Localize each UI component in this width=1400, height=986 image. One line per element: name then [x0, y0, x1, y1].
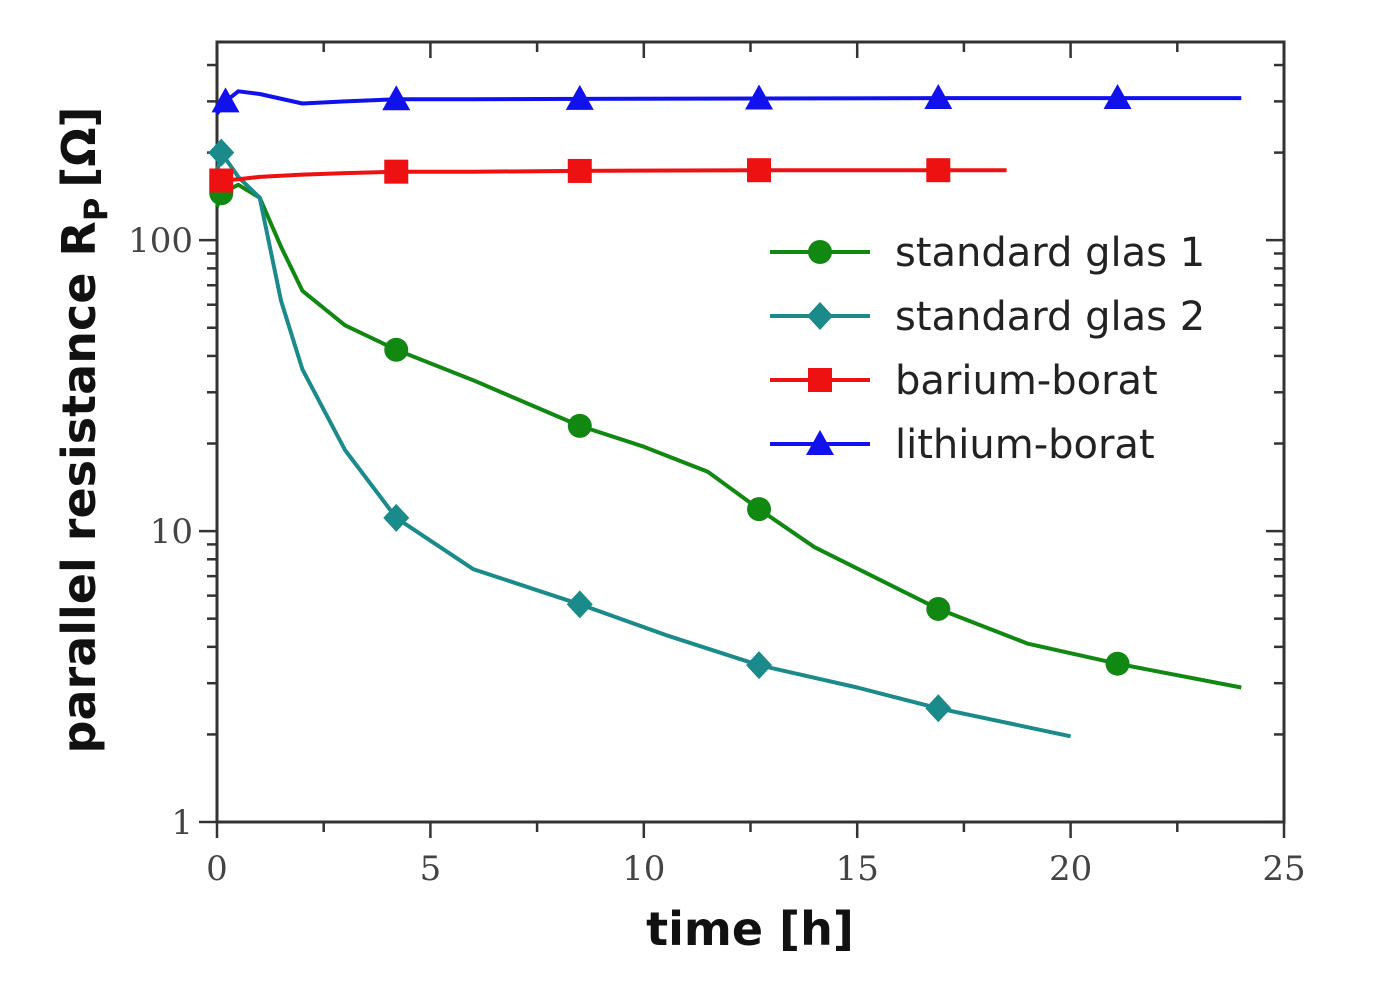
data-point [211, 87, 240, 113]
y-axis-label-main: parallel resistance R [52, 221, 106, 753]
legend-label: barium-borat [895, 358, 1158, 404]
legend-item: barium-borat [770, 358, 1158, 404]
data-point [1103, 84, 1132, 110]
x-tick-label: 0 [206, 849, 228, 889]
data-point [384, 337, 409, 362]
y-tick-label: 10 [150, 512, 193, 552]
data-point [384, 159, 409, 184]
y-tick-label: 1 [171, 803, 193, 843]
x-tick-label: 25 [1262, 849, 1305, 889]
legend-item: lithium-borat [770, 422, 1155, 468]
legend-label: standard glas 1 [895, 230, 1205, 276]
data-point [925, 694, 952, 723]
series-lithium-borat [211, 84, 1242, 115]
legend-marker [806, 430, 834, 455]
legend-item: standard glas 2 [770, 294, 1205, 340]
y-axis-label-subscript: P [77, 198, 115, 221]
data-point [567, 413, 592, 438]
data-point [208, 138, 235, 167]
legend-marker [807, 302, 833, 330]
data-point [926, 596, 951, 621]
data-point [924, 84, 953, 110]
data-point [1105, 651, 1130, 676]
x-axis-label: time [h] [646, 902, 854, 956]
data-point [747, 158, 772, 183]
series-line [215, 89, 1242, 115]
data-point [383, 503, 410, 532]
data-point [747, 497, 772, 522]
y-axis-label-unit: [Ω] [52, 107, 106, 188]
x-tick-label: 15 [836, 849, 879, 889]
x-tick-label: 5 [420, 849, 442, 889]
y-tick-label: 100 [128, 221, 193, 261]
data-point [565, 84, 594, 110]
data-point [926, 158, 951, 183]
data-point [382, 85, 411, 111]
series-barium-borat [209, 158, 1007, 193]
data-point [567, 158, 592, 183]
legend-marker [808, 240, 832, 264]
data-point [745, 84, 774, 110]
x-tick-label: 10 [622, 849, 665, 889]
series-line [216, 168, 1007, 183]
data-point [209, 168, 234, 193]
data-point [746, 651, 773, 680]
legend-marker [808, 368, 832, 392]
data-point [566, 590, 593, 619]
x-tick-label: 20 [1049, 849, 1092, 889]
series-standard-glas-1 [209, 181, 1242, 690]
series-standard-glas-2 [208, 138, 1072, 739]
y-axis-label: parallel resistance RP [Ω] [52, 107, 115, 754]
legend-label: lithium-borat [895, 422, 1155, 468]
legend-item: standard glas 1 [770, 230, 1205, 276]
legend-label: standard glas 2 [895, 294, 1205, 340]
